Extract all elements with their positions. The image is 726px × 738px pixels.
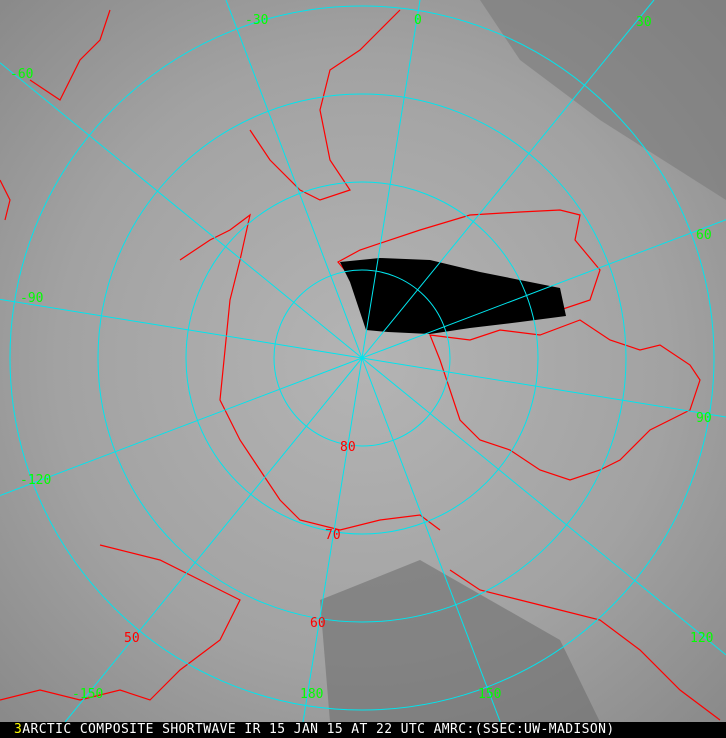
longitude-label: -30 — [245, 13, 268, 28]
frame-number: 3 — [14, 722, 23, 737]
longitude-label: 120 — [690, 631, 713, 646]
longitude-label: 180 — [300, 687, 323, 702]
longitude-label: 0 — [414, 13, 422, 28]
longitude-label: -120 — [20, 473, 51, 488]
longitude-label: 150 — [478, 687, 501, 702]
meridian--180 — [302, 357, 363, 722]
coastlines — [0, 9, 721, 721]
meridian-60 — [361, 219, 726, 359]
coastline-scandinavia — [249, 9, 401, 201]
latitude-circle-50 — [9, 5, 715, 711]
graticule-labels: -30 0 30 60 90 120 150 180 -150 -120 -90 -60 80 70 60 5… — [10, 13, 713, 702]
longitude-label: 90 — [696, 411, 712, 426]
meridian-90 — [361, 357, 726, 418]
latitude-circle-60 — [97, 93, 627, 623]
arctic-composite-map: -30 0 30 60 90 120 150 180 -150 -120 -90 -60 80 70 60 5… — [0, 0, 726, 722]
latitude-label: 80 — [340, 440, 356, 455]
longitude-label: 60 — [696, 228, 712, 243]
image-caption-bar: 3ARCTIC COMPOSITE SHORTWAVE IR 15 JAN 15… — [0, 722, 726, 738]
latitude-circle-80 — [273, 269, 451, 447]
latitude-label: 60 — [310, 616, 326, 631]
coastline-hudson-bay — [0, 179, 11, 221]
longitude-label: -150 — [72, 687, 103, 702]
coastline-canadian-archipelago — [429, 319, 701, 481]
meridian-0 — [361, 0, 421, 359]
longitude-label: -60 — [10, 67, 33, 82]
caption-text: ARCTIC COMPOSITE SHORTWAVE IR 15 JAN 15 … — [22, 722, 615, 737]
pacific-dark-region — [320, 560, 600, 722]
longitude-label: 30 — [636, 15, 652, 30]
longitude-label: -90 — [20, 291, 43, 306]
coastline-siberia — [179, 213, 441, 531]
meridian--30 — [225, 0, 363, 359]
meridian--90 — [0, 298, 363, 359]
coastline-britain — [29, 9, 111, 101]
meridian-150 — [361, 357, 501, 722]
latitude-label: 70 — [325, 528, 341, 543]
latitude-label: 50 — [124, 631, 140, 646]
meridian-30 — [361, 0, 655, 359]
graticule — [0, 0, 726, 722]
latitude-circle-70 — [185, 181, 539, 535]
meridian-120 — [361, 357, 726, 656]
meridian--150 — [64, 357, 363, 722]
ocean-dark-region — [480, 0, 726, 200]
meridian--60 — [0, 62, 363, 359]
meridian--120 — [0, 357, 363, 496]
coastline-alaska — [449, 569, 721, 721]
